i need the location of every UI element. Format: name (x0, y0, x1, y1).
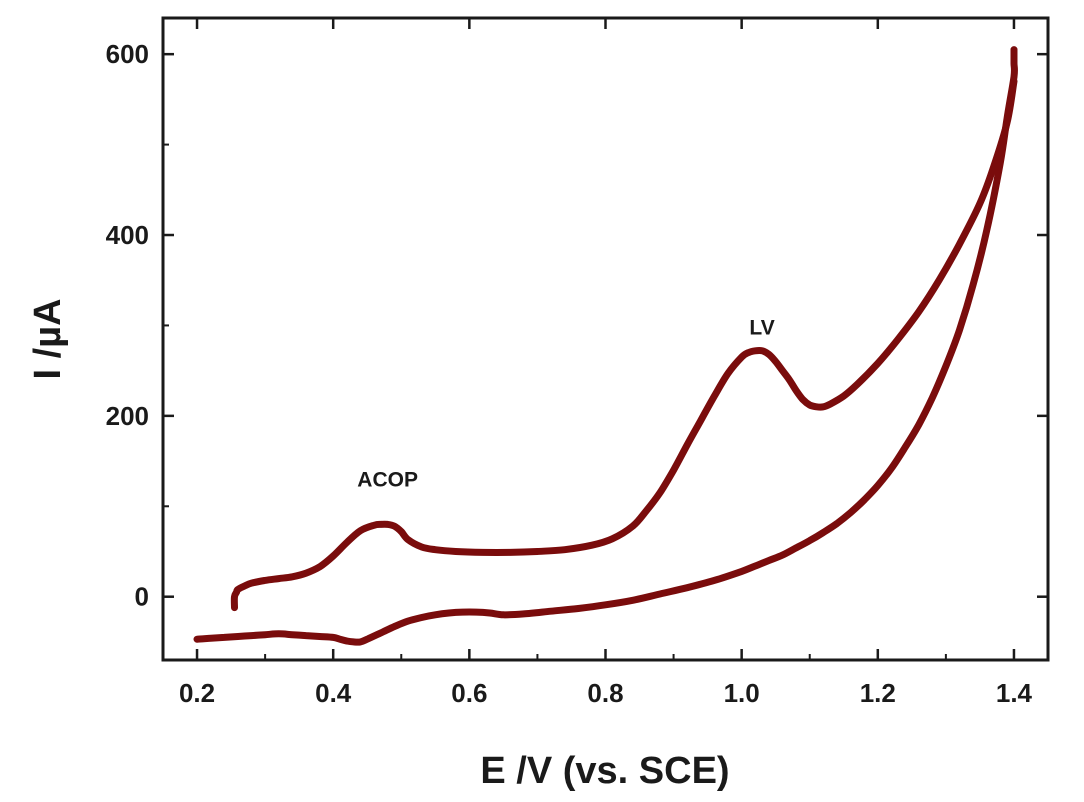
y-tick-label: 400 (106, 220, 149, 250)
x-tick-label: 0.8 (587, 678, 623, 708)
x-tick-label: 0.4 (315, 678, 352, 708)
y-axis-title: I /µA (27, 298, 69, 379)
ticks: 0.2 0.4 0.6 0.8 1.0 1.2 1.4 0 200 400 600 (106, 18, 1048, 708)
x-tick-label: 1.4 (996, 678, 1033, 708)
annotation-layer: ACOP LV (357, 316, 774, 491)
peak-label-acop: ACOP (357, 468, 418, 491)
peak-label-lv: LV (749, 316, 774, 339)
x-tick-label: 0.6 (451, 678, 487, 708)
x-tick-label: 1.2 (860, 678, 896, 708)
y-tick-label: 600 (106, 39, 149, 69)
forward-scan-line (230, 77, 1018, 612)
x-tick-label: 0.2 (179, 678, 215, 708)
series-layer (193, 46, 1018, 646)
reverse-scan-line (193, 46, 1018, 646)
y-tick-label: 0 (135, 582, 149, 612)
plot-frame (161, 16, 1050, 662)
y-tick-label: 200 (106, 401, 149, 431)
x-tick-label: 1.0 (724, 678, 760, 708)
x-axis-title: E /V (vs. SCE) (480, 750, 729, 792)
